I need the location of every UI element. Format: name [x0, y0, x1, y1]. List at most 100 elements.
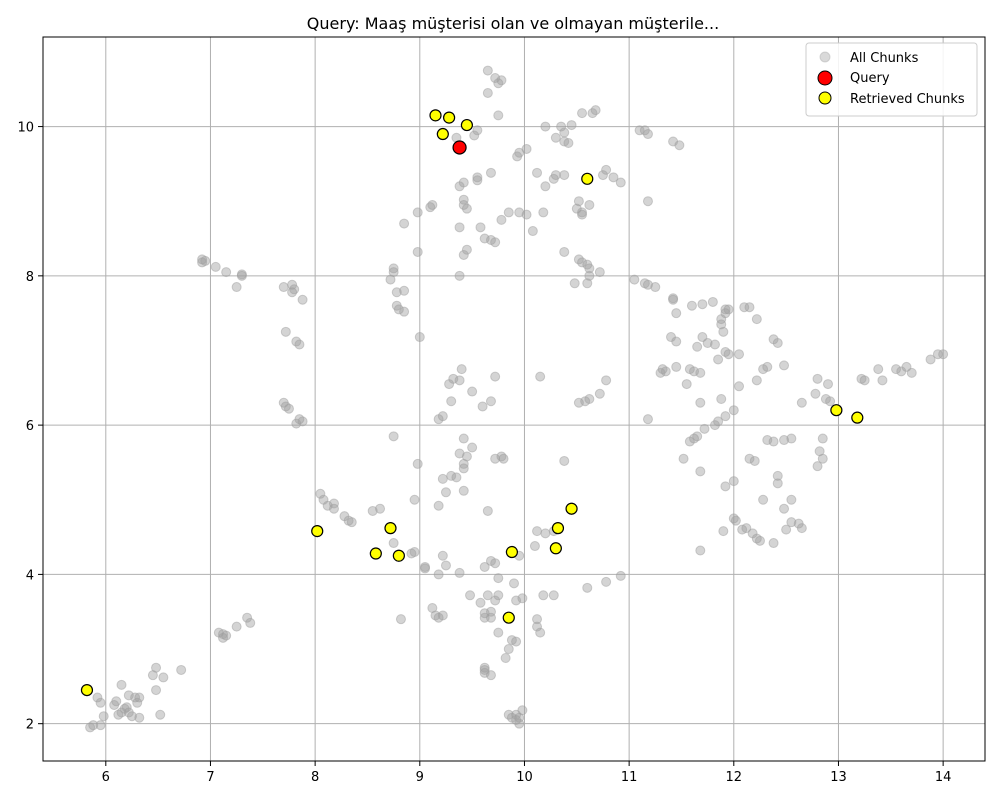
chunk-point	[456, 364, 467, 375]
chunk-point	[433, 569, 444, 580]
chunk-point	[550, 132, 561, 143]
retrieved-chunk-point	[549, 542, 562, 555]
chunk-point	[412, 246, 423, 257]
chunk-point	[925, 354, 936, 365]
chunk-point	[741, 523, 752, 534]
chunk-point	[469, 130, 480, 141]
chunk-point	[412, 458, 423, 469]
x-tick-label: 11	[621, 770, 638, 785]
chunk-point	[723, 349, 734, 360]
chunk-point	[399, 285, 410, 296]
chunk-point	[702, 338, 713, 349]
legend-box	[805, 42, 978, 117]
chunk-point	[739, 302, 750, 313]
chunk-point	[503, 644, 514, 655]
chunk-point	[716, 394, 727, 404]
chunk-point	[873, 364, 884, 375]
chunk-point	[493, 573, 504, 584]
retrieved-chunk-point	[502, 611, 515, 624]
chunk-point	[629, 274, 640, 285]
chunk-point	[451, 472, 462, 483]
chunk-point	[877, 375, 888, 386]
chunk-point	[709, 420, 720, 431]
chunk-point	[744, 302, 755, 313]
chunk-point	[433, 500, 444, 511]
chunk-point	[503, 207, 514, 218]
chunk-point	[479, 662, 490, 673]
chunk-point	[597, 170, 608, 181]
chunk-point	[399, 218, 410, 229]
chunk-point	[532, 621, 543, 632]
chunk-point	[786, 517, 797, 528]
chunk-point	[527, 226, 538, 237]
chunk-point	[98, 711, 109, 722]
chunk-point	[642, 129, 653, 140]
chunk-point	[532, 526, 543, 537]
chunk-point	[762, 361, 773, 372]
chunk-point	[388, 263, 399, 274]
chunk-point	[532, 614, 543, 625]
chunk-point	[559, 127, 570, 138]
chunk-point	[556, 121, 567, 132]
chunk-point	[768, 538, 779, 549]
chunk-point	[517, 705, 528, 716]
chunk-point	[454, 222, 465, 233]
retrieved-chunk-point	[581, 172, 594, 185]
chunk-point	[692, 341, 703, 352]
chunk-point	[695, 397, 706, 408]
chunk-point	[454, 270, 465, 281]
chunk-point	[728, 513, 739, 524]
chunk-point	[817, 453, 828, 464]
chunk-point	[458, 433, 469, 444]
chunk-point	[550, 170, 561, 181]
retrieved-chunk-point	[551, 522, 565, 535]
chunk-point	[817, 433, 828, 444]
y-tick-label: 2	[26, 718, 34, 733]
chunk-point	[891, 364, 902, 375]
x-tick-label: 8	[311, 770, 319, 785]
chunk-point	[482, 87, 493, 98]
chunk-point	[699, 423, 710, 434]
chunk-point	[231, 282, 242, 293]
chunk-point	[569, 278, 580, 289]
chunk-point	[728, 476, 739, 487]
chunk-point	[758, 494, 769, 505]
chunk-point	[695, 545, 706, 556]
x-axis: 6 7 8 9 10 11 12 13 14	[102, 761, 951, 785]
chunk-point	[158, 672, 169, 683]
chunk-point	[540, 121, 551, 132]
chunk-point	[95, 697, 106, 708]
chunk-point	[294, 339, 305, 350]
chunk-point	[134, 692, 145, 703]
chunk-point	[594, 267, 605, 278]
chunk-point	[810, 388, 821, 399]
chunk-point	[779, 503, 790, 514]
chunk-point	[650, 282, 661, 293]
chunk-point	[573, 196, 584, 207]
chunk-point	[493, 78, 504, 89]
chunk-point	[577, 108, 588, 119]
chunk-point	[461, 244, 472, 255]
chunk-point	[113, 709, 124, 720]
chunk-point	[540, 528, 551, 539]
x-tick-label: 7	[206, 770, 214, 785]
chunk-point	[458, 463, 469, 474]
chunk-point	[210, 261, 221, 272]
retrieved-chunk-point	[505, 545, 519, 559]
retrieved-chunks-points	[80, 109, 864, 697]
chunk-point	[427, 199, 438, 210]
chunk-point	[385, 274, 396, 285]
plot-frame	[42, 36, 986, 762]
chunk-point	[716, 314, 727, 325]
chunk-point	[582, 582, 593, 593]
chunk-point	[720, 481, 731, 492]
legend-label-all-chunks: All Chunks	[850, 51, 919, 66]
chunk-point	[684, 436, 695, 447]
chunk-point	[485, 612, 496, 623]
chunk-point	[608, 172, 619, 183]
retrieved-chunk-point	[851, 411, 864, 424]
chunk-point	[559, 170, 570, 181]
chunk-point	[582, 278, 593, 289]
chunk-point	[490, 558, 501, 569]
chunk-point	[414, 332, 425, 343]
